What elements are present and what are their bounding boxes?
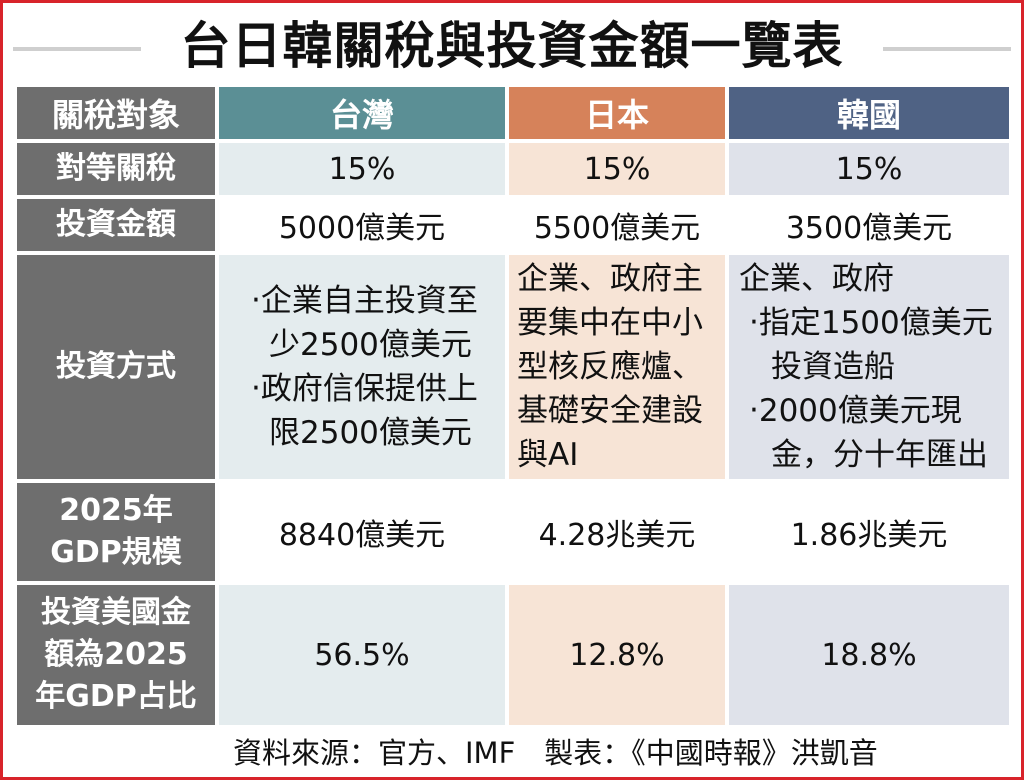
tariff-korea: 15% (729, 143, 1009, 195)
tariff-japan: 15% (509, 143, 725, 195)
row-label-tariff: 對等關稅 (17, 143, 215, 195)
page-title: 台日韓關稅與投資金額一覽表 (180, 17, 844, 75)
gdp-korea: 1.86兆美元 (729, 483, 1009, 581)
ratio-taiwan: 56.5% (219, 585, 505, 725)
ratio-korea: 18.8% (729, 585, 1009, 725)
header-taiwan: 台灣 (219, 87, 505, 139)
method-korea-bullet: ‧2000億美元現金，分十年匯出 (749, 393, 988, 473)
title-rule-left (13, 47, 141, 51)
method-korea-bullet: ‧指定1500億美元投資造船 (749, 305, 993, 385)
header-japan: 日本 (509, 87, 725, 139)
title-rule-right (883, 47, 1011, 51)
method-taiwan-bullet: ‧政府信保提供上限2500億美元 (251, 371, 478, 451)
investment-taiwan: 5000億美元 (219, 199, 505, 251)
method-korea: 企業、政府 ‧指定1500億美元投資造船 ‧2000億美元現金，分十年匯出 (729, 255, 1009, 479)
method-japan-text: 企業、政府主要集中在中小型核反應爐、基礎安全建設與AI (517, 261, 703, 473)
method-taiwan: ‧企業自主投資至少2500億美元 ‧政府信保提供上限2500億美元 (219, 255, 505, 479)
row-label-gdp: 2025年GDP規模 (17, 483, 215, 581)
ratio-japan: 12.8% (509, 585, 725, 725)
tariff-taiwan: 15% (219, 143, 505, 195)
gdp-japan: 4.28兆美元 (509, 483, 725, 581)
row-label-ratio: 投資美國金額為2025年GDP占比 (17, 585, 215, 725)
row-label-investment: 投資金額 (17, 199, 215, 251)
gdp-taiwan: 8840億美元 (219, 483, 505, 581)
source-credit: 資料來源：官方、IMF 製表：《中國時報》洪凱音 (233, 736, 878, 770)
header-corner: 關稅對象 (17, 87, 215, 139)
title-row: 台日韓關稅與投資金額一覽表 (3, 9, 1021, 79)
row-label-method: 投資方式 (17, 255, 215, 479)
method-korea-intro: 企業、政府 (739, 261, 894, 297)
header-korea: 韓國 (729, 87, 1009, 139)
investment-korea: 3500億美元 (729, 199, 1009, 251)
method-taiwan-bullet: ‧企業自主投資至少2500億美元 (251, 283, 478, 363)
investment-japan: 5500億美元 (509, 199, 725, 251)
method-japan: 企業、政府主要集中在中小型核反應爐、基礎安全建設與AI (509, 255, 725, 479)
